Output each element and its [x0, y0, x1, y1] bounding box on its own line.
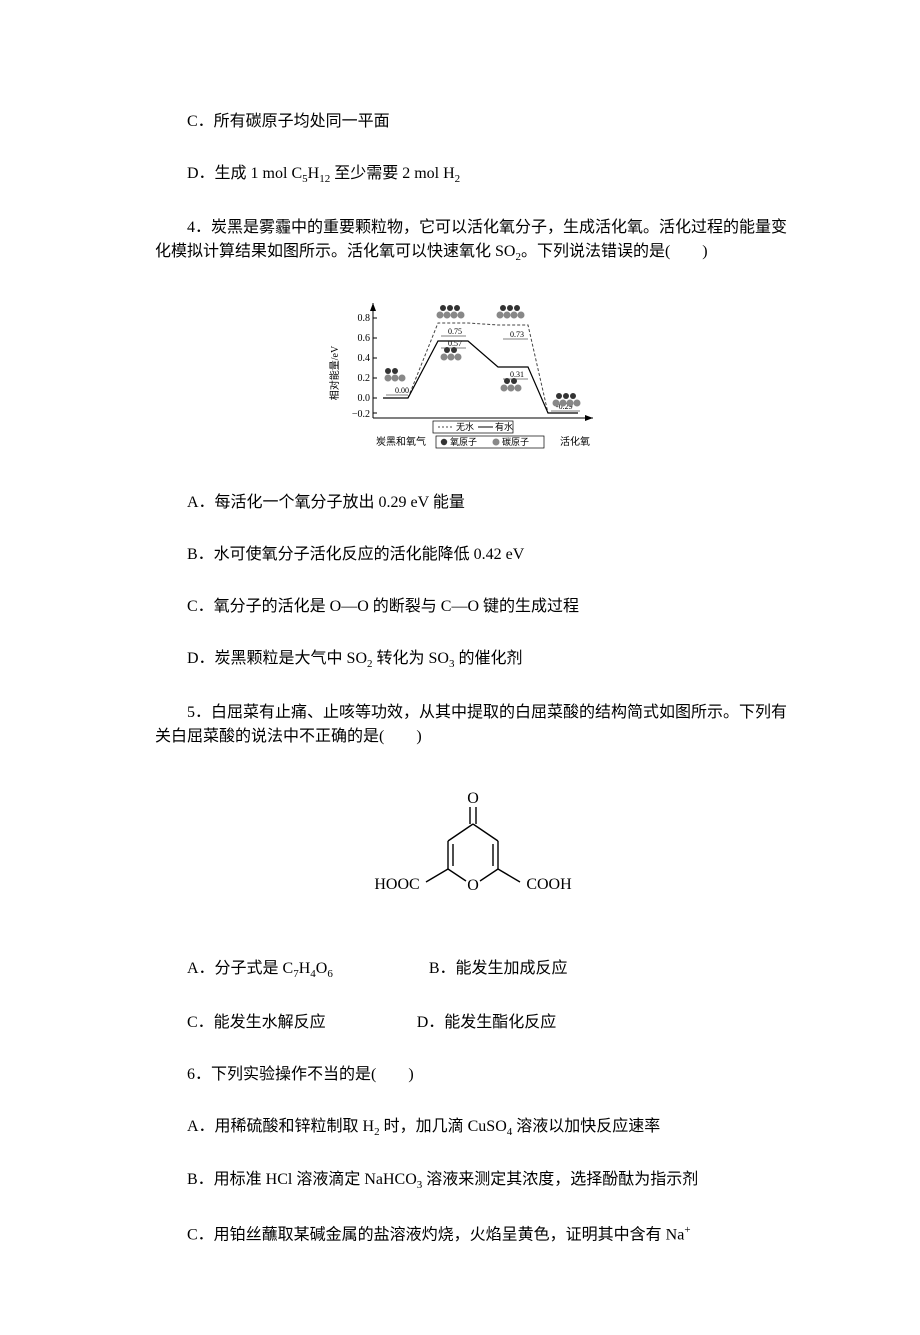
q3-option-d: D．生成 1 mol C5H12 至少需要 2 mol H2	[155, 162, 790, 188]
q5a-prefix: A．分子式是 C	[187, 960, 293, 977]
ytick-5: −0.2	[351, 409, 369, 420]
q6-option-c: C．用铂丝蘸取某碱金属的盐溶液灼烧，火焰呈黄色，证明其中含有 Na+	[155, 1222, 790, 1247]
q6b-suffix: 溶液来测定其浓度，选择酚酞为指示剂	[422, 1171, 698, 1188]
q6-option-b: B．用标准 HCl 溶液滴定 NaHCO3 溶液来测定其浓度，选择酚酞为指示剂	[155, 1168, 790, 1194]
q4-text: 4．炭黑是雾霾中的重要颗粒物，它可以活化氧分子，生成活化氧。活化过程的能量变化模…	[155, 216, 790, 266]
energy-diagram-svg: 相对能量/eV 0.8 0.6 0.4 0.2 0.0 −0.2 0.00	[328, 293, 618, 453]
q5-option-b: B．能发生加成反应	[397, 957, 568, 981]
q6a-prefix: A．用稀硫酸和锌粒制取 H	[187, 1118, 374, 1135]
ann-3: 0.73	[510, 330, 524, 339]
q5a-s3: 6	[327, 968, 333, 980]
q6-option-a: A．用稀硫酸和锌粒制取 H2 时，加几滴 CuSO4 溶液以加快反应速率	[155, 1115, 790, 1141]
top-o: O	[467, 790, 479, 807]
q4-d-mid: 转化为 SO	[373, 650, 449, 667]
ann-4: 0.31	[510, 370, 524, 379]
xlabel-left: 炭黑和氧气	[376, 435, 426, 448]
q4-option-b: B．水可使氧分子活化反应的活化能降低 0.42 eV	[155, 543, 790, 567]
q5-option-c: C．能发生水解反应	[187, 1014, 326, 1031]
q6c-prefix: C．用铂丝蘸取某碱金属的盐溶液灼烧，火焰呈黄色，证明其中含有 Na	[187, 1226, 684, 1243]
ytick-0: 0.8	[357, 313, 370, 324]
ytick-1: 0.6	[357, 333, 370, 344]
legend-oxygen: 氧原子	[450, 436, 477, 447]
hooc-label: HOOC	[374, 876, 419, 893]
q4-d-prefix: D．炭黑颗粒是大气中 SO	[187, 650, 367, 667]
q3-d-mid2: 至少需要 2 mol H	[330, 165, 454, 182]
q3-d-sub3: 2	[455, 173, 461, 185]
legend-nowater: 无水	[456, 421, 474, 432]
q6c-sup: +	[684, 1224, 690, 1236]
y-axis-label: 相对能量/eV	[328, 345, 341, 400]
q4-suffix: 。下列说法错误的是( )	[521, 243, 708, 260]
q3-d-mid1: H	[308, 165, 320, 182]
q4-figure: 相对能量/eV 0.8 0.6 0.4 0.2 0.0 −0.2 0.00	[155, 293, 790, 461]
q5-text: 5．白屈菜有止痛、止咳等功效，从其中提取的白屈菜酸的结构简式如图所示。下列有关白…	[155, 701, 790, 749]
q5-option-a: A．分子式是 C7H4O6	[187, 960, 333, 977]
q5a-m1: H	[299, 960, 311, 977]
q4-d-suffix: 的催化剂	[454, 650, 522, 667]
legend-carbon: 碳原子	[502, 436, 529, 447]
legend-water: 有水	[495, 421, 513, 432]
cluster-2	[436, 305, 464, 319]
q3-option-c: C．所有碳原子均处同一平面	[155, 110, 790, 134]
q4-option-a: A．每活化一个氧分子放出 0.29 eV 能量	[155, 491, 790, 515]
q6a-m1: 时，加几滴 CuSO	[380, 1118, 507, 1135]
q5-structure: O O HOOC COOH	[155, 789, 790, 917]
q5-option-d: D．能发生酯化反应	[385, 1011, 557, 1035]
q6b-prefix: B．用标准 HCl 溶液滴定 NaHCO	[187, 1171, 417, 1188]
q4-option-c: C．氧分子的活化是 O—O 的断裂与 C—O 键的生成过程	[155, 595, 790, 619]
xlabel-right: 活化氧	[560, 435, 590, 448]
ann-0: 0.00	[395, 386, 409, 395]
chelidonic-acid-svg: O O HOOC COOH	[363, 789, 583, 909]
cluster-3b	[500, 378, 521, 392]
ytick-3: 0.2	[357, 373, 370, 384]
q4-option-d: D．炭黑颗粒是大气中 SO2 转化为 SO3 的催化剂	[155, 647, 790, 673]
q3-d-prefix: D．生成 1 mol C	[187, 165, 302, 182]
q6-text: 6．下列实验操作不当的是( )	[155, 1063, 790, 1087]
q5-row-ab: A．分子式是 C7H4O6 B．能发生加成反应	[155, 957, 790, 983]
cooh-label: COOH	[526, 876, 572, 893]
ann-2: 0.57	[448, 339, 462, 348]
q6a-suffix: 溶液以加快反应速率	[512, 1118, 660, 1135]
ytick-2: 0.4	[357, 353, 370, 364]
center-o: O	[467, 877, 479, 894]
cluster-2b	[440, 347, 461, 361]
cluster-1	[384, 368, 405, 382]
ann-1: 0.75	[448, 327, 462, 336]
cluster-3	[496, 305, 524, 319]
q5a-m2: O	[316, 960, 328, 977]
q3-d-sub2: 12	[319, 173, 330, 185]
q5-row-cd: C．能发生水解反应 D．能发生酯化反应	[155, 1011, 790, 1035]
ytick-4: 0.0	[357, 393, 370, 404]
